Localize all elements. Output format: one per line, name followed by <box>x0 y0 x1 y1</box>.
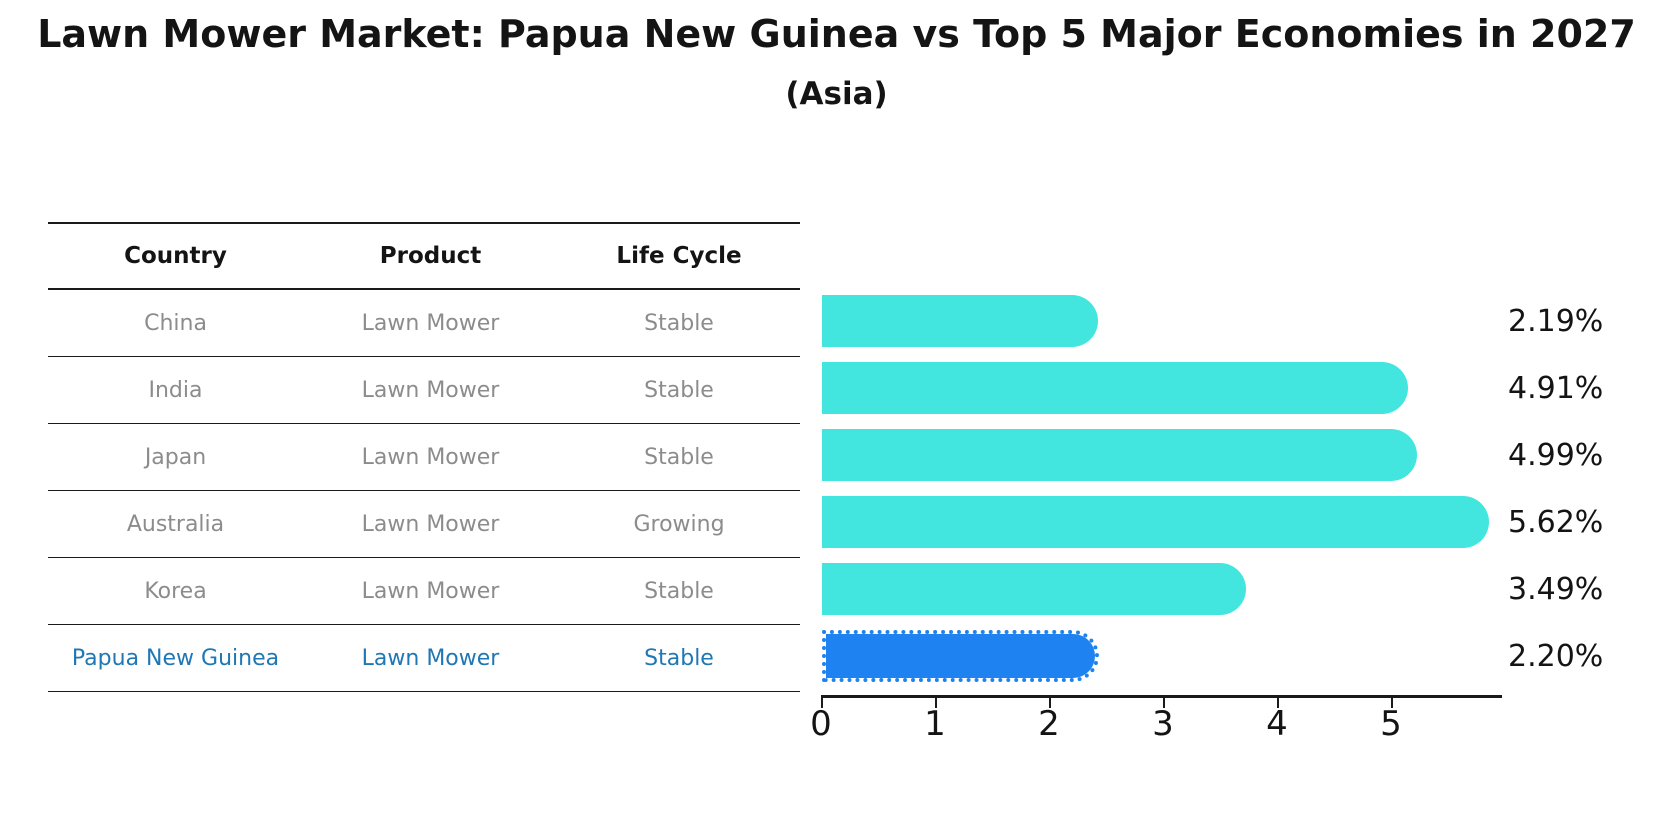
bar-row-australia <box>822 489 1503 556</box>
bar-row-papua-new-guinea <box>822 623 1503 690</box>
table-body: China Lawn Mower Stable India Lawn Mower Stab… <box>48 290 800 692</box>
table-row-papua-new-guinea: Papua New Guinea Lawn Mower Stable <box>48 625 800 692</box>
value-label-korea: 3.49% <box>1508 572 1604 607</box>
table-header-life-cycle: Life Cycle <box>616 243 742 269</box>
chart-title: Lawn Mower Market: Papua New Guinea vs T… <box>37 12 1636 56</box>
table-cell-product: Lawn Mower <box>361 578 500 604</box>
country-table: Country Product Life Cycle China Lawn Mow… <box>48 222 800 692</box>
x-tick-label-0: 0 <box>810 704 832 744</box>
table-cell-life_cycle: Stable <box>644 645 714 671</box>
table-cell-country: India <box>148 377 203 403</box>
bar-plot-area <box>822 288 1503 690</box>
bar-china <box>822 295 1098 347</box>
bar-row-china <box>822 288 1503 355</box>
bar-india <box>822 362 1408 414</box>
table-header-product: Product <box>379 243 482 269</box>
x-tick-label-1: 1 <box>924 704 946 744</box>
table-header-row: Country Product Life Cycle <box>48 224 800 290</box>
bar-australia <box>822 496 1489 548</box>
bar-row-india <box>822 355 1503 422</box>
value-label-china: 2.19% <box>1508 304 1604 339</box>
x-tick-5 <box>1391 698 1393 708</box>
bar-row-japan <box>822 422 1503 489</box>
x-tick-label-3: 3 <box>1152 704 1174 744</box>
x-tick-label-4: 4 <box>1266 704 1288 744</box>
table-row-japan: Japan Lawn Mower Stable <box>48 424 800 491</box>
x-tick-label-5: 5 <box>1380 704 1402 744</box>
x-tick-label-2: 2 <box>1038 704 1060 744</box>
table-cell-product: Lawn Mower <box>361 310 500 336</box>
table-row-korea: Korea Lawn Mower Stable <box>48 558 800 625</box>
x-tick-4 <box>1277 698 1279 708</box>
x-tick-0 <box>821 698 823 708</box>
table-row-india: India Lawn Mower Stable <box>48 357 800 424</box>
table-cell-country: Japan <box>144 444 207 470</box>
chart-subtitle: (Asia) <box>785 76 888 112</box>
highlighted-bar-papua-new-guinea <box>822 630 1099 682</box>
table-cell-life_cycle: Stable <box>644 310 714 336</box>
table-cell-country: Korea <box>144 578 207 604</box>
table-cell-country: Australia <box>126 511 225 537</box>
table-row-china: China Lawn Mower Stable <box>48 290 800 357</box>
bar-japan <box>822 429 1417 481</box>
table-cell-product: Lawn Mower <box>361 511 500 537</box>
x-tick-1 <box>935 698 937 708</box>
table-cell-life_cycle: Growing <box>633 511 725 537</box>
table-cell-life_cycle: Stable <box>644 377 714 403</box>
table-cell-life_cycle: Stable <box>644 578 714 604</box>
bar-row-korea <box>822 556 1503 623</box>
value-label-japan: 4.99% <box>1508 438 1604 473</box>
table-cell-product: Lawn Mower <box>361 444 500 470</box>
table-cell-country: Papua New Guinea <box>71 645 280 671</box>
x-tick-2 <box>1049 698 1051 708</box>
table-cell-country: China <box>144 310 207 336</box>
bar-korea <box>822 563 1246 615</box>
value-label-india: 4.91% <box>1508 371 1604 406</box>
value-label-australia: 5.62% <box>1508 505 1604 540</box>
x-tick-3 <box>1163 698 1165 708</box>
value-label-papua-new-guinea: 2.20% <box>1508 639 1604 674</box>
table-header-country: Country <box>124 243 227 269</box>
table-cell-product: Lawn Mower <box>361 377 500 403</box>
x-axis-line <box>821 695 1502 698</box>
table-cell-product: Lawn Mower <box>361 645 500 671</box>
table-cell-life_cycle: Stable <box>644 444 714 470</box>
table-row-australia: Australia Lawn Mower Growing <box>48 491 800 558</box>
